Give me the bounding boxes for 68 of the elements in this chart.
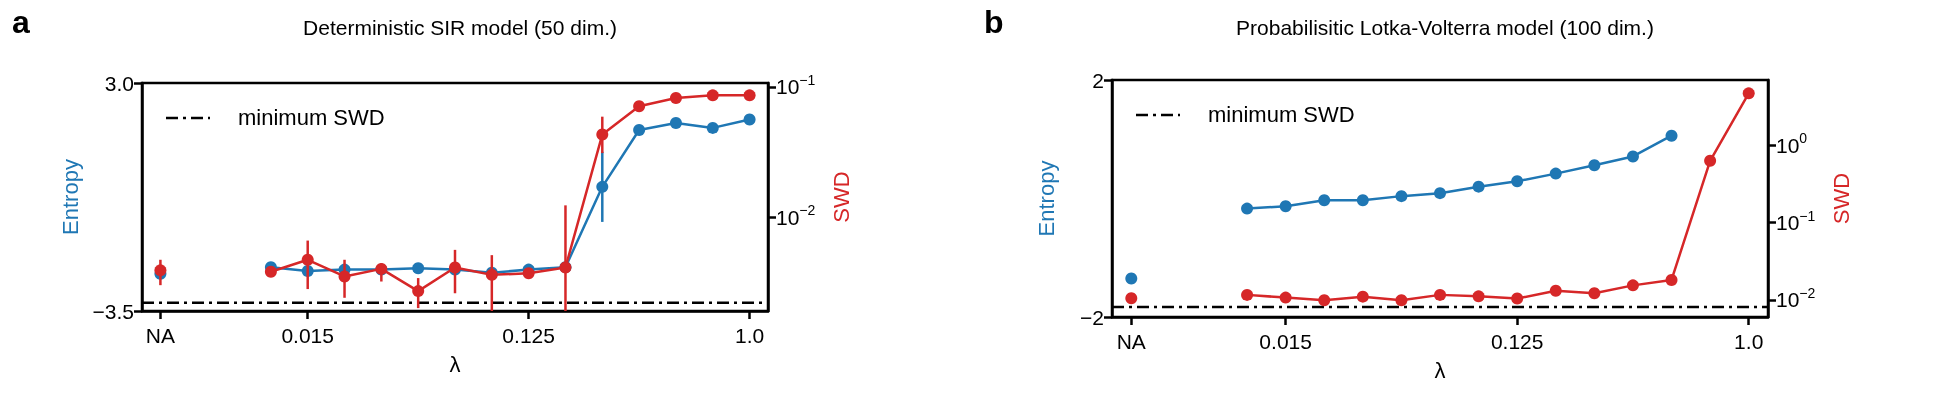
point: [1626, 279, 1639, 292]
point: [1588, 287, 1601, 300]
point: [1626, 150, 1639, 163]
point: [338, 270, 351, 283]
point: [1472, 180, 1485, 193]
point: [1279, 291, 1292, 304]
point: [1125, 292, 1138, 305]
point: [743, 113, 756, 126]
x-tick-label: 0.125: [502, 324, 555, 347]
x-tick-label: 0.015: [281, 324, 334, 347]
y-tick-label: −2: [1080, 305, 1104, 329]
point: [1511, 292, 1524, 305]
point: [633, 124, 646, 136]
point: [669, 92, 682, 105]
x-tick-label: NA: [1116, 330, 1146, 353]
point: [669, 116, 682, 129]
legend-label: minimum SWD: [1208, 102, 1355, 128]
point: [1704, 154, 1717, 167]
x-axis-title: λ: [449, 351, 461, 377]
point: [1395, 294, 1408, 307]
chart-title: Probabilisitic Lotka-Volterra model (100 dim.): [1236, 16, 1654, 39]
y-tick-label: 2: [1092, 68, 1104, 92]
x-tick-label: NA: [145, 324, 176, 347]
point: [596, 128, 609, 141]
point: [1241, 288, 1254, 301]
point: [1665, 129, 1678, 142]
point: [1356, 194, 1369, 207]
point: [301, 253, 314, 266]
point: [412, 285, 425, 298]
point: [522, 267, 535, 280]
point: [1665, 273, 1678, 286]
y-axis-title: Entropy: [1033, 160, 1059, 237]
point: [1241, 202, 1254, 215]
y-tick-label: 3.0: [104, 71, 134, 95]
text: a: [12, 4, 30, 40]
point: [706, 121, 719, 134]
point: [1511, 175, 1524, 188]
point: [264, 265, 277, 278]
x-tick-label: 1.0: [1734, 330, 1764, 353]
text: b: [984, 4, 1004, 40]
point: [743, 89, 756, 102]
point: [1395, 190, 1408, 203]
y2-axis-title: SWD: [828, 171, 854, 223]
point: [596, 180, 609, 193]
x-tick-label: 0.015: [1259, 330, 1312, 353]
y2-axis-title: SWD: [1828, 172, 1854, 225]
point: [1318, 194, 1331, 207]
chart-title: Deterministic SIR model (50 dim.): [303, 16, 617, 39]
x-axis-title: λ: [1434, 357, 1446, 383]
point: [633, 100, 646, 113]
x-tick-label: 0.125: [1490, 330, 1544, 353]
point: [1434, 187, 1446, 200]
y-axis-title: Entropy: [58, 159, 84, 235]
point: [1472, 290, 1485, 303]
point: [1318, 294, 1331, 307]
point: [706, 89, 719, 102]
x-tick-label: 1.0: [734, 324, 765, 347]
y-tick-label: −3.5: [92, 299, 134, 323]
point: [1549, 284, 1562, 297]
point: [1588, 159, 1601, 172]
point: [1549, 167, 1562, 180]
point: [1279, 200, 1292, 213]
point: [1125, 272, 1138, 285]
point: [1356, 290, 1369, 303]
legend-label: minimum SWD: [238, 105, 385, 131]
point: [1434, 288, 1446, 301]
point: [1742, 87, 1755, 100]
point: [412, 262, 425, 275]
